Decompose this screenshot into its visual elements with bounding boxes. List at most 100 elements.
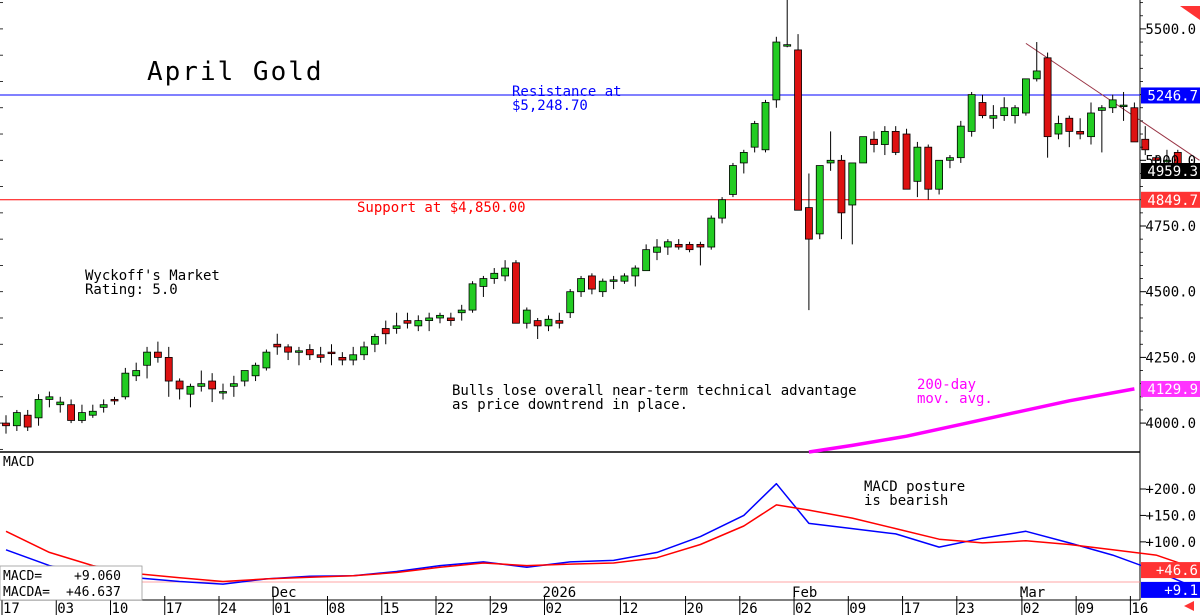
candle — [805, 173, 813, 311]
candle — [370, 333, 379, 353]
scroll-up-icon[interactable] — [1180, 6, 1200, 20]
candle — [164, 346, 173, 397]
x-tick-label: 12 — [621, 601, 638, 615]
candle-body — [794, 49, 802, 211]
candle-body — [522, 309, 531, 324]
candle-body — [338, 356, 347, 361]
candle — [1152, 155, 1160, 163]
scroll-left-icon[interactable] — [1184, 601, 1194, 611]
candle-body — [34, 399, 43, 419]
candle — [533, 317, 542, 339]
candle-body — [696, 243, 705, 248]
candle — [642, 244, 651, 272]
candle — [588, 273, 596, 295]
x-tick-label: 16 — [1131, 601, 1148, 615]
candle — [175, 378, 184, 400]
candlesticks — [2, 0, 1182, 434]
macda-badge: +46.6 — [1141, 562, 1200, 579]
candle-body — [935, 159, 943, 190]
x-tick-label: 09 — [1077, 601, 1094, 615]
candle-body — [175, 380, 184, 390]
candle-body — [56, 401, 65, 406]
candle-body — [316, 354, 325, 358]
x-tick-label: 24 — [220, 601, 237, 615]
candle-body — [729, 165, 737, 195]
price-panel — [0, 0, 1140, 452]
candle — [219, 383, 227, 400]
candle-body — [707, 217, 716, 248]
candle — [1022, 78, 1030, 116]
candle-body — [805, 207, 813, 240]
x-tick-label: 29 — [491, 601, 508, 615]
macd-badge: +9.1 — [1141, 581, 1200, 599]
candle-body — [197, 383, 206, 387]
candle — [620, 273, 629, 284]
candle-body — [1032, 70, 1041, 80]
candle-body — [240, 370, 249, 382]
macda-readout-label: MACDA= — [3, 585, 50, 600]
x-tick-label: 17 — [3, 601, 20, 615]
candle-body — [761, 102, 770, 151]
candle-body — [956, 125, 965, 159]
candle — [262, 349, 271, 371]
candle — [1054, 115, 1063, 140]
candle — [305, 344, 314, 361]
candle-body — [99, 404, 108, 408]
candle — [989, 105, 998, 129]
candle-body — [870, 138, 878, 145]
x-tick-label: 10 — [112, 601, 129, 615]
candle-body — [349, 354, 358, 361]
candle-body — [1141, 138, 1150, 151]
candle — [772, 36, 781, 108]
candle-body — [663, 241, 672, 248]
resistance-label: Resistance at $5,248.70 — [512, 84, 622, 114]
candle — [783, 0, 792, 48]
candle — [826, 131, 835, 171]
macda-badge-text: +46.6 — [1156, 563, 1198, 579]
price-badge-bg — [1141, 87, 1200, 104]
candle — [349, 346, 358, 366]
x-tick-label: 22 — [437, 601, 454, 615]
candle-body — [273, 343, 282, 348]
x-tick-label: 23 — [958, 601, 975, 615]
price-badge: 5246.7 — [1141, 87, 1200, 104]
candle — [978, 94, 987, 119]
candle-body — [45, 396, 54, 400]
candle-body — [674, 243, 683, 248]
candle — [913, 141, 922, 198]
candle-body — [1076, 130, 1085, 135]
candle-body — [837, 159, 846, 214]
candle-body — [295, 350, 303, 353]
candle-body — [588, 275, 596, 290]
candle — [1043, 52, 1052, 158]
candle — [186, 383, 195, 408]
x-tick-label: 02 — [795, 601, 812, 615]
bulls-annotation: Bulls lose overall near-term technical a… — [452, 383, 857, 413]
candle — [707, 215, 716, 250]
candle — [501, 260, 510, 282]
candle-body — [186, 385, 195, 395]
candle — [2, 415, 10, 434]
candle — [522, 307, 531, 329]
candle-body — [23, 414, 32, 428]
candle-body — [924, 146, 933, 190]
candle — [631, 265, 640, 287]
macda-readout-value: +46.637 — [66, 585, 121, 600]
candle — [1011, 105, 1019, 124]
candle — [153, 341, 162, 363]
candle — [403, 312, 412, 329]
candle-body — [620, 275, 629, 282]
candle-body — [305, 349, 314, 356]
candle — [425, 312, 434, 332]
candle — [132, 362, 141, 382]
candle-body — [913, 146, 922, 182]
y-tick-label: 4250.0 — [1145, 350, 1196, 366]
price-badge-text: 4959.3 — [1147, 164, 1198, 180]
candle-body — [1043, 57, 1052, 138]
candle — [729, 162, 737, 198]
macd-badge-text: +9.1 — [1164, 583, 1198, 599]
candle — [1108, 94, 1117, 113]
candle — [1076, 118, 1085, 140]
macd-readout-label: MACD= — [3, 569, 42, 584]
